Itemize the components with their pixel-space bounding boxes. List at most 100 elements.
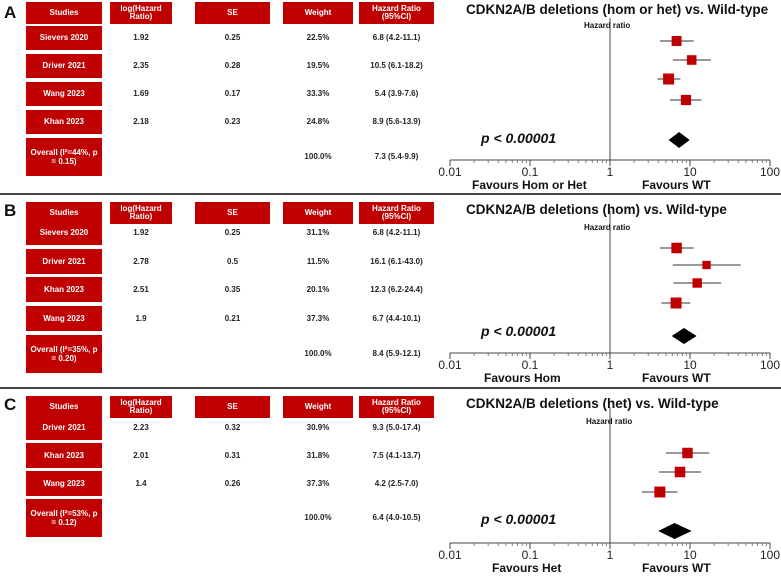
pooled-diamond <box>658 523 692 539</box>
hazard-ratio-value: 6.8 (4.2-11.1) <box>372 227 421 237</box>
panel-c: C Studies log(Hazard Ratio) SE Weight Hazard … <box>0 387 781 585</box>
x-tick-label: 0.1 <box>521 358 539 372</box>
study-name: Sievers 2020 <box>26 26 102 50</box>
study-marker <box>674 466 686 478</box>
pooled-diamond <box>671 328 697 344</box>
panel-b: B Studies log(Hazard Ratio) SE Weight Hazard … <box>0 193 781 387</box>
hazard-ratio-value: 6.8 (4.2-11.1) <box>372 33 421 42</box>
se-value: 0.21 <box>224 313 241 323</box>
se-value: 0.23 <box>224 117 241 126</box>
study-name: Khan 2023 <box>26 277 102 302</box>
weight-value: 31.1% <box>306 227 330 237</box>
hazard-ratio-value: 7.5 (4.1-13.7) <box>372 450 421 460</box>
p-value: p < 0.00001 <box>481 323 557 339</box>
hazard-ratio-axis-label: Hazard ratio <box>584 223 631 232</box>
se-value: 0.17 <box>224 89 241 98</box>
plot-title: CDKN2A/B deletions (het) vs. Wild-type <box>466 396 719 411</box>
weight-value: 30.9% <box>306 422 330 432</box>
log-hr-value: 2.01 <box>133 450 149 460</box>
x-tick-label: 1 <box>606 165 614 179</box>
forest-plot <box>449 407 771 549</box>
plot-title: CDKN2A/B deletions (hom) vs. Wild-type <box>466 202 727 217</box>
x-tick-label: 0.1 <box>521 165 539 179</box>
log-hr-value: 2.18 <box>133 117 149 126</box>
weight-value: 100.0% <box>304 513 332 522</box>
x-tick-label: 10 <box>683 548 697 562</box>
hazard-ratio-value: 9.3 (5.0-17.4) <box>372 422 421 432</box>
hazard-ratio-value: 8.9 (5.6-13.9) <box>372 117 421 126</box>
weight-value: 24.8% <box>306 117 330 126</box>
weight-value: 11.5% <box>306 256 330 266</box>
header-hazard-ratio: Hazard Ratio (95%CI) <box>359 396 434 418</box>
weight-value: 100.0% <box>304 349 332 358</box>
log-hr-value: 1.92 <box>133 227 149 237</box>
study-marker <box>702 260 711 270</box>
header-hazard-ratio: Hazard Ratio (95%CI) <box>359 202 434 224</box>
log-hr-value: 1.4 <box>135 478 147 488</box>
header-studies: Studies <box>26 396 102 418</box>
log-hr-value: 2.35 <box>133 61 149 70</box>
x-tick-label: 0.1 <box>521 548 539 562</box>
hazard-ratio-value: 6.4 (4.0-10.5) <box>372 513 421 522</box>
x-tick-label: 1 <box>606 358 614 372</box>
favours-left-label: Favours Hom <box>484 371 561 385</box>
weight-value: 33.3% <box>306 89 330 98</box>
x-tick-label: 1 <box>606 548 614 562</box>
header-weight: Weight <box>283 202 353 224</box>
study-name: Driver 2021 <box>26 54 102 78</box>
hazard-ratio-value: 8.4 (5.9-12.1) <box>372 349 421 358</box>
pooled-diamond <box>668 132 690 148</box>
hazard-ratio-axis-label: Hazard ratio <box>586 417 633 426</box>
forest-plot <box>449 18 771 166</box>
study-marker <box>663 73 675 85</box>
se-value: 0.5 <box>226 256 239 266</box>
weight-value: 37.3% <box>306 478 330 488</box>
hazard-ratio-axis-label: Hazard ratio <box>584 21 631 30</box>
study-marker <box>654 486 666 498</box>
header-studies: Studies <box>26 2 102 24</box>
panel-divider <box>0 193 781 195</box>
log-hr-value: 1.92 <box>133 33 149 42</box>
overall-label: Overall (I²=53%, p = 0.12) <box>26 499 102 537</box>
x-tick-label: 0.01 <box>438 548 462 562</box>
x-tick-label: 100 <box>759 165 781 179</box>
study-marker <box>686 55 697 65</box>
p-value: p < 0.00001 <box>481 511 557 527</box>
weight-value: 100.0% <box>304 152 332 161</box>
study-marker <box>680 94 692 106</box>
weight-value: 20.1% <box>306 284 330 294</box>
study-name: Khan 2023 <box>26 110 102 134</box>
study-marker <box>682 447 693 459</box>
header-se: SE <box>195 2 270 24</box>
x-tick-label: 100 <box>759 358 781 372</box>
hazard-ratio-value: 7.3 (5.4-9.9) <box>374 152 419 161</box>
weight-value: 31.8% <box>306 450 330 460</box>
favours-left-label: Favours Hom or Het <box>472 178 587 192</box>
x-tick-label: 0.01 <box>438 358 462 372</box>
study-marker <box>692 278 702 288</box>
panel-divider <box>0 387 781 389</box>
study-name: Wang 2023 <box>26 82 102 106</box>
x-tick-label: 100 <box>759 548 781 562</box>
header-log-hr: log(Hazard Ratio) <box>110 396 172 418</box>
se-value: 0.26 <box>224 478 241 488</box>
header-se: SE <box>195 202 270 224</box>
panel-letter: A <box>4 3 17 22</box>
log-hr-value: 2.23 <box>133 422 149 432</box>
log-hr-value: 2.51 <box>133 284 149 294</box>
panel-letter: C <box>4 395 17 414</box>
log-hr-value: 1.9 <box>135 313 147 323</box>
hazard-ratio-value: 12.3 (6.2-24.4) <box>370 284 423 294</box>
header-log-hr: log(Hazard Ratio) <box>110 2 172 24</box>
hazard-ratio-value: 10.5 (6.1-18.2) <box>370 61 423 70</box>
hazard-ratio-value: 4.2 (2.5-7.0) <box>374 478 419 488</box>
study-marker <box>671 36 682 46</box>
study-name: Driver 2021 <box>26 415 102 440</box>
se-value: 0.25 <box>224 33 241 42</box>
p-value: p < 0.00001 <box>481 130 557 146</box>
header-studies: Studies <box>26 202 102 224</box>
log-hr-value: 2.78 <box>133 256 149 266</box>
se-value: 0.25 <box>224 227 241 237</box>
header-hazard-ratio: Hazard Ratio (95%CI) <box>359 2 434 24</box>
header-log-hr: log(Hazard Ratio) <box>110 202 172 224</box>
